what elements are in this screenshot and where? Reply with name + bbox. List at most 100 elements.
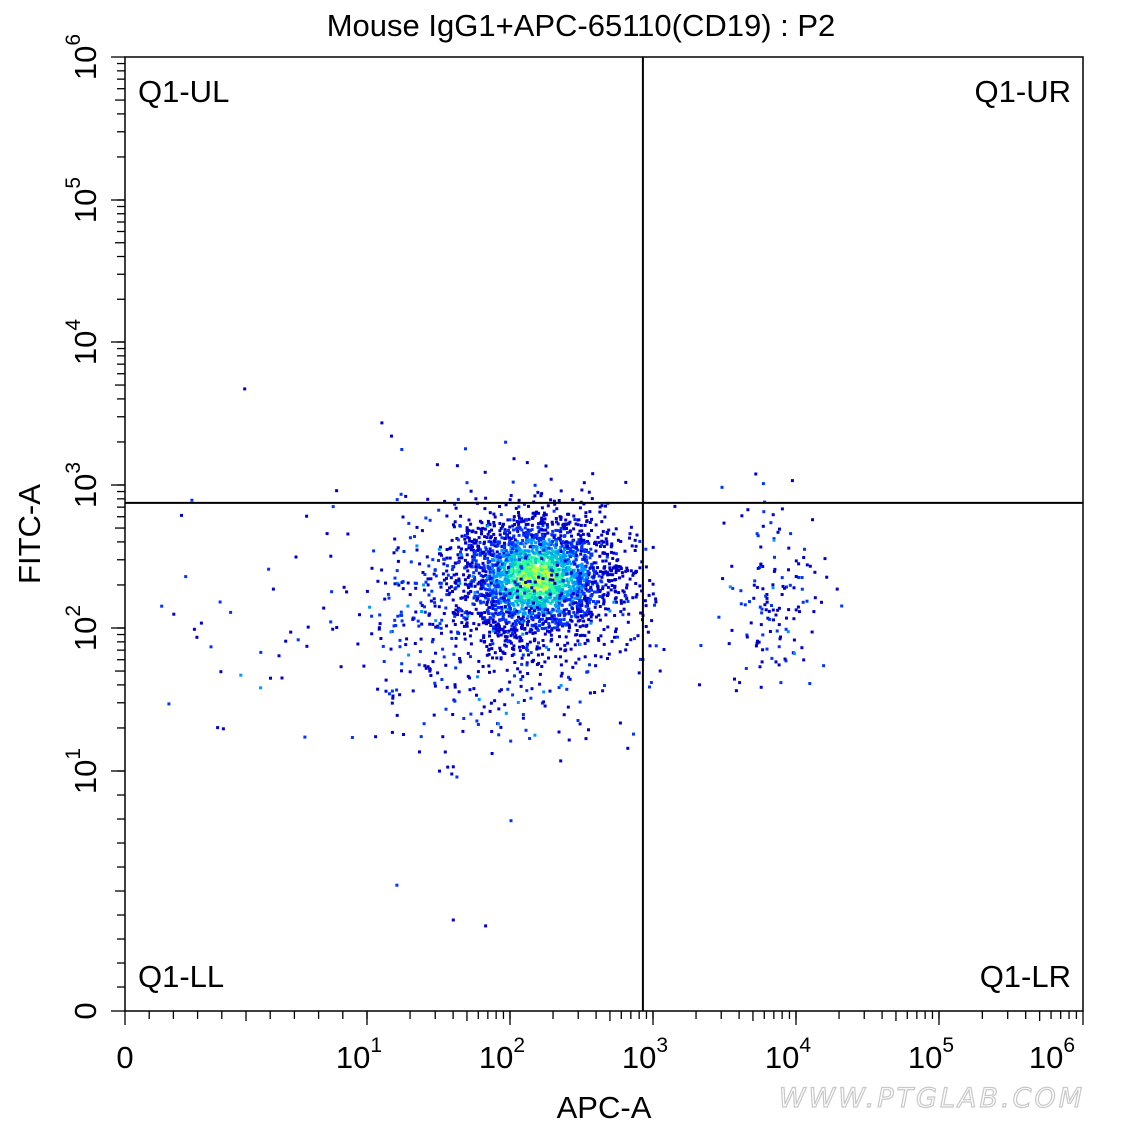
event-point <box>602 540 606 544</box>
event-point <box>395 569 399 573</box>
event-point <box>492 524 496 528</box>
event-point <box>510 567 514 571</box>
event-point <box>562 584 566 588</box>
event-point <box>529 557 532 561</box>
event-point <box>544 645 548 649</box>
event-point <box>516 520 520 524</box>
event-point <box>556 625 560 628</box>
event-point <box>550 555 554 559</box>
event-point <box>503 625 507 629</box>
event-point <box>527 589 531 593</box>
event-point <box>532 556 536 559</box>
event-point <box>545 548 548 552</box>
event-point <box>520 620 524 624</box>
event-point <box>517 525 521 529</box>
event-point <box>451 619 455 623</box>
event-point <box>760 611 764 615</box>
event-point <box>778 527 781 531</box>
event-point <box>580 633 584 637</box>
x-tick-label: 103 <box>622 1034 668 1075</box>
chart-title: Mouse IgG1+APC-65110(CD19) : P2 <box>327 8 836 43</box>
event-point <box>485 621 488 625</box>
event-point <box>574 615 578 619</box>
event-point <box>523 591 527 595</box>
event-point <box>567 611 571 615</box>
event-point <box>621 574 625 578</box>
event-point <box>761 482 765 486</box>
event-point <box>538 591 542 595</box>
event-point <box>465 565 469 569</box>
event-point <box>555 543 558 547</box>
event-point <box>522 574 526 578</box>
event-point <box>497 568 501 572</box>
event-point <box>524 570 528 574</box>
event-point <box>805 563 809 567</box>
event-point <box>501 596 505 600</box>
event-point <box>482 542 486 546</box>
event-point <box>582 557 586 561</box>
event-point <box>622 600 626 604</box>
event-point <box>574 623 578 627</box>
event-point <box>498 689 502 693</box>
event-point <box>610 569 613 573</box>
event-point <box>579 549 583 553</box>
event-point <box>496 584 500 588</box>
event-point <box>503 571 507 575</box>
event-point <box>599 544 602 548</box>
event-point <box>509 545 513 549</box>
event-point <box>780 507 784 511</box>
event-point <box>497 707 501 711</box>
event-point <box>419 637 423 641</box>
event-point <box>526 522 530 526</box>
event-point <box>513 661 517 664</box>
event-point <box>613 635 616 639</box>
event-point <box>602 566 606 570</box>
event-point <box>523 612 527 616</box>
event-point <box>805 599 809 603</box>
event-point <box>541 528 545 532</box>
event-point <box>538 646 542 650</box>
event-point <box>752 583 756 587</box>
event-point <box>239 673 243 677</box>
event-point <box>568 603 572 607</box>
event-point <box>509 641 513 645</box>
event-point <box>786 630 790 634</box>
event-point <box>531 599 535 603</box>
event-point <box>396 546 400 550</box>
event-point <box>339 665 343 669</box>
event-point <box>752 596 756 600</box>
event-point <box>543 585 547 589</box>
event-point <box>580 488 584 492</box>
event-point <box>780 593 784 596</box>
event-point <box>507 600 511 604</box>
event-point <box>496 559 500 562</box>
event-point <box>592 561 596 565</box>
event-point <box>492 583 496 587</box>
event-point <box>634 569 638 573</box>
event-point <box>453 685 457 689</box>
event-point <box>524 646 528 650</box>
event-point <box>565 598 569 602</box>
event-point <box>580 544 584 548</box>
event-point <box>555 563 559 567</box>
event-point <box>756 639 759 643</box>
event-point <box>522 582 526 586</box>
event-point <box>428 622 432 626</box>
event-point <box>550 573 554 577</box>
event-point <box>578 634 582 638</box>
event-point <box>561 624 565 628</box>
event-point <box>502 631 506 635</box>
event-point <box>578 700 582 704</box>
event-point <box>527 582 531 586</box>
event-point <box>436 625 440 629</box>
event-point <box>768 630 772 633</box>
event-point <box>808 682 812 685</box>
event-point <box>540 665 544 668</box>
event-point <box>468 611 472 615</box>
event-point <box>515 609 519 613</box>
event-point <box>731 586 735 590</box>
event-point <box>394 624 398 627</box>
event-point <box>463 582 467 586</box>
event-point <box>427 613 431 617</box>
event-point <box>533 596 537 600</box>
